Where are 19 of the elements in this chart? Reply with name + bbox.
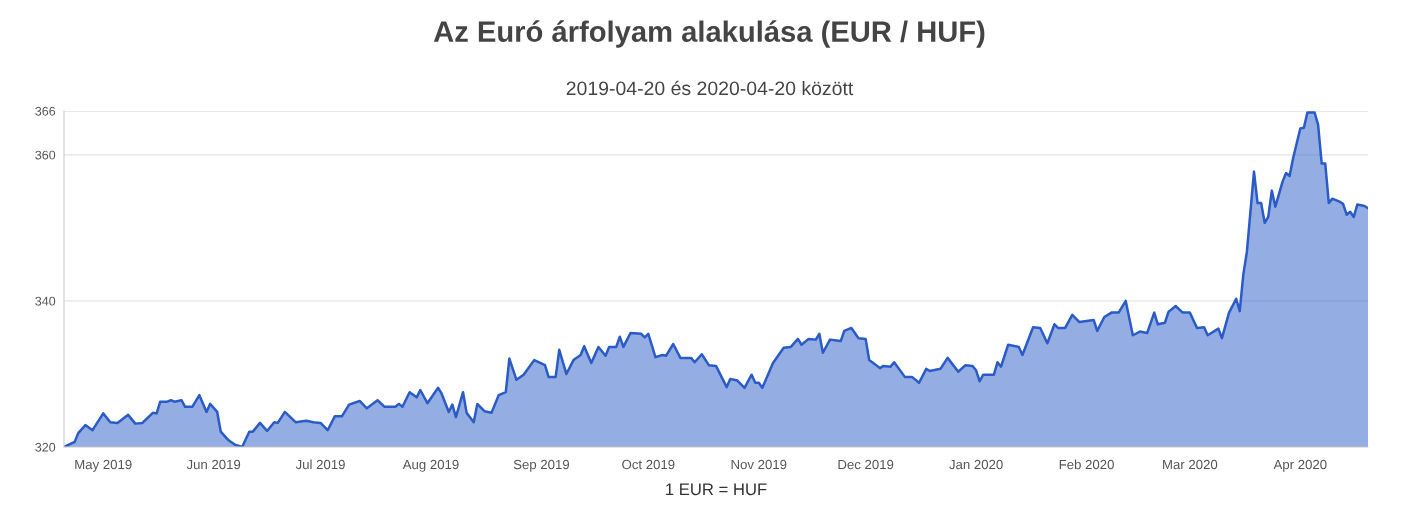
chart-title: Az Euró árfolyam alakulása (EUR / HUF) bbox=[433, 20, 985, 48]
x-tick-label: Mar 2020 bbox=[1163, 459, 1218, 470]
x-tick-label: Dec 2019 bbox=[838, 459, 894, 470]
x-tick-label: Jun 2019 bbox=[186, 459, 241, 470]
x-axis-title: 1 EUR = HUF bbox=[666, 483, 767, 496]
x-tick-label: Feb 2020 bbox=[1059, 459, 1114, 470]
x-tick-label: Nov 2019 bbox=[731, 459, 787, 470]
x-tick-label: Apr 2020 bbox=[1273, 459, 1327, 472]
x-tick-label: Aug 2019 bbox=[402, 459, 459, 472]
x-tick-label: Jul 2019 bbox=[295, 459, 345, 470]
x-tick-label: May 2019 bbox=[75, 459, 132, 472]
y-tick-label: 320 bbox=[35, 442, 56, 452]
chart-subtitle: 2019-04-20 és 2020-04-20 között bbox=[566, 80, 854, 96]
y-tick-label: 360 bbox=[35, 150, 56, 160]
x-tick-label: Oct 2019 bbox=[622, 459, 675, 470]
x-tick-label: Sep 2019 bbox=[513, 459, 570, 472]
y-tick-label: 366 bbox=[35, 106, 56, 116]
x-tick-label: Jan 2020 bbox=[949, 459, 1003, 470]
y-tick-label: 340 bbox=[35, 296, 56, 306]
